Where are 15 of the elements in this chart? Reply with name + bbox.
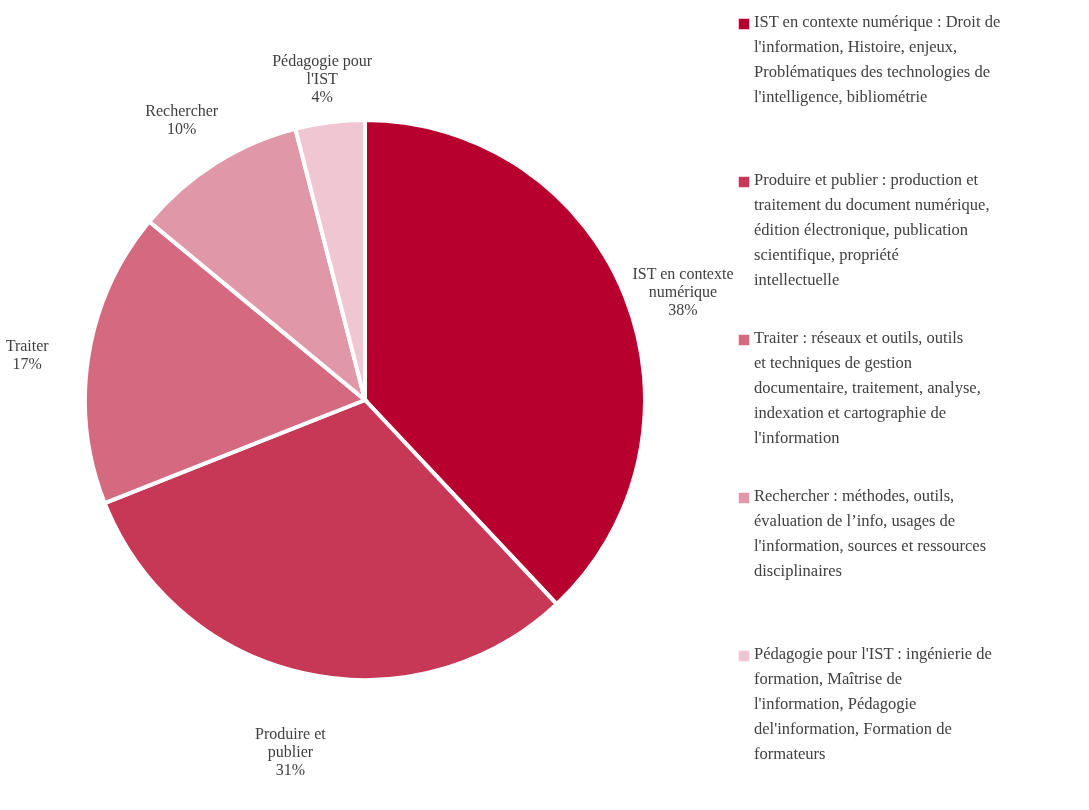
legend-label: Rechercher : méthodes, outils, évaluation de l’info, usages de l'information, sources et ressources disciplinaires: [754, 486, 987, 580]
data-label: 17%: [12, 355, 42, 373]
data-label: 10%: [167, 120, 197, 138]
text: Traiter: [5, 337, 50, 355]
text: Rechercher: [145, 102, 219, 120]
legend-label: Produire et publier : production et traitement du document numérique, édition électronique, publication scientifique, propriété intellectuelle: [754, 170, 990, 289]
data-label: 4%: [311, 87, 333, 105]
text: IST en contexte numérique: [632, 265, 734, 302]
legend-label: Pédagogie pour l'IST : ingénierie de formation, Maîtrise de l'information, Pédagogie del'information, Formation de formateurs: [754, 644, 992, 763]
text: Pédagogie pour l'IST: [272, 51, 373, 87]
text: Produire et publier: [255, 724, 327, 761]
legend-label: Traiter : réseaux et outils, outils et techniques de gestion documentaire, traitement, analyse, indexation et cartographie de l'information: [754, 328, 981, 447]
data-label: 38%: [668, 301, 698, 319]
data-label: 31%: [275, 760, 306, 778]
legend-label: IST en contexte numérique : Droit de l'information, Histoire, enjeux, Problématiques des technologies de l'intelligence, bibliométrie: [754, 12, 1001, 106]
